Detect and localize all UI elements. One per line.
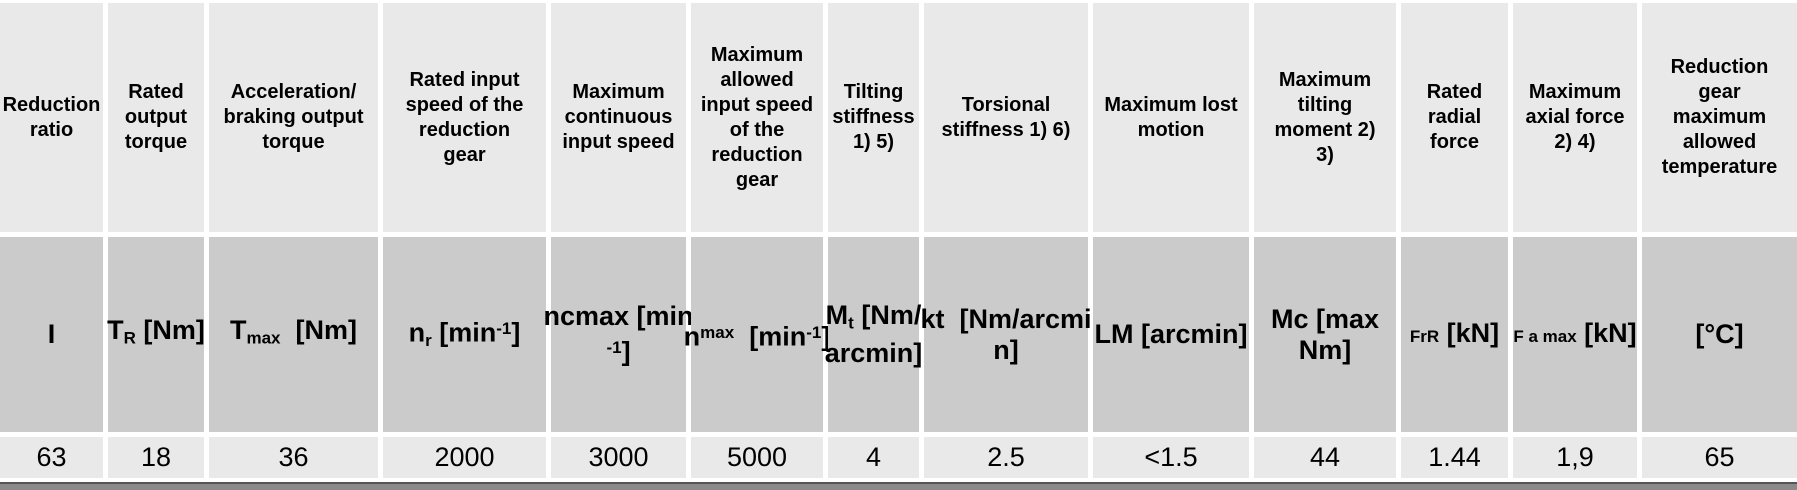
unit-symbol: LM [arcmin] — [1094, 319, 1248, 349]
unit-reduction-ratio: I — [0, 237, 103, 432]
unit-symbol: nr [min-1] — [408, 317, 521, 350]
values-row: 63 18 36 2000 3000 5000 4 2.5 <1.5 44 1.… — [0, 437, 1797, 478]
header-tilting-stiffness: Tilting stiffness 1) 5) — [828, 3, 919, 232]
unit-symbol: [°C] — [1695, 319, 1744, 349]
value-accel-braking-torque: 36 — [209, 437, 378, 478]
units-row: I TR [Nm] Tmax [Nm] nr [min-1] ncmax [mi… — [0, 237, 1797, 432]
unit-symbol: I — [47, 319, 56, 349]
value-reduction-ratio: 63 — [0, 437, 103, 478]
unit-max-allowed-input-speed: nmax [min-1] — [684, 237, 830, 432]
unit-rated-radial-force: FrR [kN] — [1401, 237, 1508, 432]
value-max-temperature: 65 — [1642, 437, 1797, 478]
unit-symbol: Tmax [Nm] — [229, 315, 358, 348]
bottom-border-bar — [0, 482, 1797, 490]
header-rated-radial-force: Rated radial force — [1401, 3, 1508, 232]
unit-tilting-stiffness: Mt [Nm/arcmin] — [825, 237, 922, 432]
unit-rated-input-speed: nr [min-1] — [383, 237, 546, 432]
header-max-tilting-moment: Maximum tilting moment 2) 3) — [1254, 3, 1396, 232]
value-rated-output-torque: 18 — [108, 437, 204, 478]
header-max-lost-motion: Maximum lost motion — [1093, 3, 1249, 232]
value-max-tilting-moment: 44 — [1254, 437, 1396, 478]
header-reduction-ratio: Reduction ratio — [0, 3, 103, 232]
header-max-temperature: Reduction gear maximum allowed temperatu… — [1642, 3, 1797, 232]
unit-max-tilting-moment: Mc [max Nm] — [1254, 237, 1396, 432]
header-rated-output-torque: Rated output torque — [108, 3, 204, 232]
unit-symbol: nmax [min-1] — [683, 321, 831, 352]
unit-max-axial-force: F a max [kN] — [1513, 237, 1637, 432]
header-accel-braking-torque: Acceleration/ braking output torque — [209, 3, 378, 232]
unit-max-lost-motion: LM [arcmin] — [1093, 237, 1249, 432]
header-max-axial-force: Maximum axial force 2) 4) — [1513, 3, 1637, 232]
unit-max-continuous-speed: ncmax [min -1] — [543, 237, 694, 432]
value-rated-radial-force: 1.44 — [1401, 437, 1508, 478]
unit-rated-output-torque: TR [Nm] — [107, 237, 205, 432]
header-max-continuous-speed: Maximum continuous input speed — [551, 3, 686, 232]
unit-max-temperature: [°C] — [1642, 237, 1797, 432]
unit-symbol: Mc [max Nm] — [1270, 303, 1380, 365]
unit-symbol: F a max [kN] — [1513, 317, 1637, 348]
value-max-continuous-speed: 3000 — [551, 437, 686, 478]
unit-accel-braking-torque: Tmax [Nm] — [209, 237, 378, 432]
unit-symbol: FrR [kN] — [1409, 317, 1500, 348]
unit-symbol: kt [Nm/arcmi n] — [920, 303, 1092, 365]
header-torsional-stiffness: Torsional stiffness 1) 6) — [924, 3, 1088, 232]
unit-symbol: ncmax [min -1] — [543, 301, 694, 367]
unit-torsional-stiffness: kt [Nm/arcmi n] — [920, 237, 1092, 432]
value-torsional-stiffness: 2.5 — [924, 437, 1088, 478]
value-max-allowed-input-speed: 5000 — [691, 437, 823, 478]
header-row: Reduction ratio Rated output torque Acce… — [0, 3, 1797, 232]
value-max-lost-motion: <1.5 — [1093, 437, 1249, 478]
value-tilting-stiffness: 4 — [828, 437, 919, 478]
unit-symbol: TR [Nm] — [107, 315, 205, 348]
value-max-axial-force: 1,9 — [1513, 437, 1637, 478]
header-max-allowed-input-speed: Maximum allowed input speed of the reduc… — [691, 3, 823, 232]
value-rated-input-speed: 2000 — [383, 437, 546, 478]
header-rated-input-speed: Rated input speed of the reduction gear — [383, 3, 546, 232]
unit-symbol: Mt [Nm/arcmin] — [824, 299, 923, 369]
